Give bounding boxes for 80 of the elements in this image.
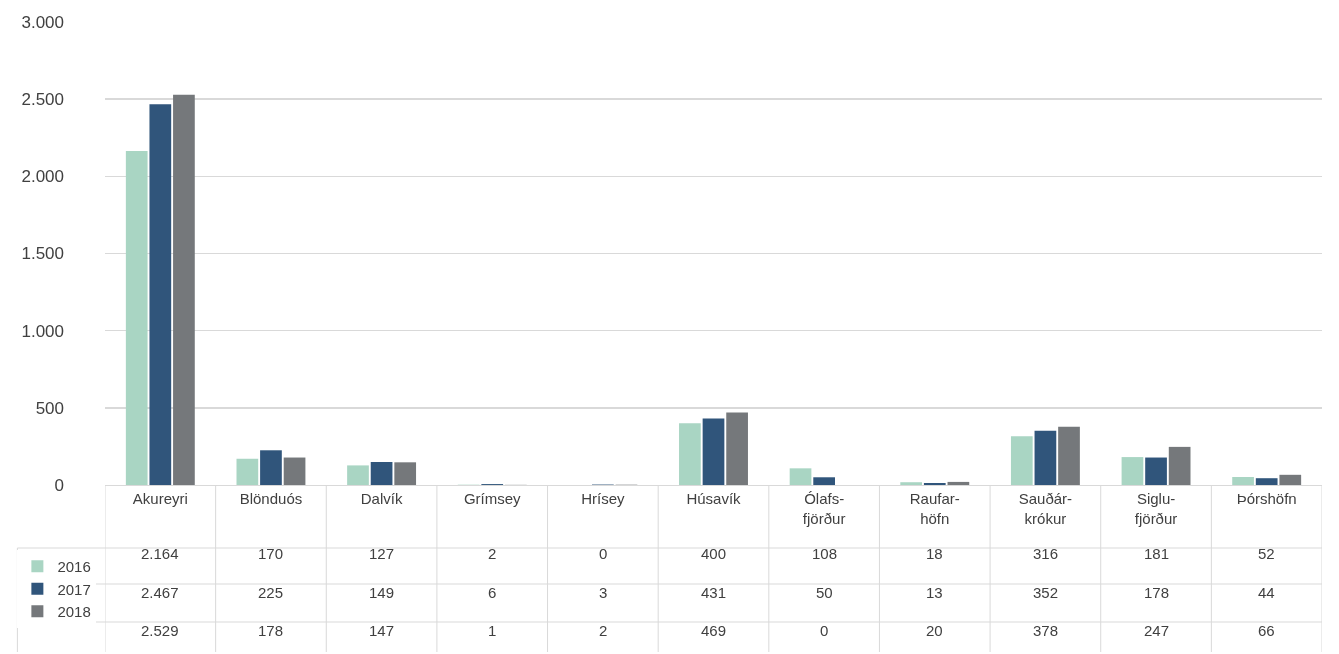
bar	[1058, 426, 1080, 485]
x-tick-label: Ólafs-fjörður	[802, 490, 846, 527]
data-label: 149	[369, 584, 395, 601]
data-label: 127	[369, 545, 395, 562]
x-tick-label: Grímsey	[463, 490, 522, 507]
data-label: 352	[1033, 584, 1059, 601]
data-label: 378	[1033, 622, 1059, 639]
data-label: 2.467	[141, 584, 179, 601]
data-label: 225	[258, 584, 284, 601]
y-tick-label: 1.000	[21, 321, 64, 341]
bar	[260, 450, 282, 485]
bar	[283, 457, 306, 485]
data-label: 6	[488, 584, 497, 601]
data-label: 181	[1144, 545, 1170, 562]
x-tick-label: Raufar-höfn	[909, 490, 960, 527]
bar	[900, 482, 923, 485]
bar	[726, 412, 748, 485]
x-tick-label: Dalvík	[360, 490, 403, 507]
legend-label: 2017	[57, 580, 91, 598]
legend-label: 2018	[57, 603, 91, 621]
data-label: 66	[1258, 622, 1275, 639]
bar	[679, 423, 701, 485]
bar	[1255, 478, 1278, 485]
bar	[347, 465, 369, 485]
bar	[125, 151, 148, 485]
data-label: 13	[926, 584, 943, 601]
data-label: 170	[258, 545, 284, 562]
data-label: 44	[1258, 584, 1275, 601]
bar	[149, 104, 172, 485]
y-tick-label: 2.000	[21, 167, 64, 187]
data-label: 1	[488, 622, 497, 639]
data-label: 178	[1144, 584, 1170, 601]
data-label: 20	[926, 622, 943, 639]
x-tick-label: Akureyri	[132, 490, 188, 507]
data-label: 52	[1258, 545, 1275, 562]
y-tick-label: 500	[35, 398, 64, 418]
y-tick-label: 1.500	[21, 244, 64, 264]
bar	[1034, 430, 1057, 485]
data-label: 2.529	[141, 622, 179, 639]
bar	[789, 468, 812, 485]
data-label: 316	[1033, 545, 1059, 562]
bar	[1121, 457, 1144, 485]
data-label: 0	[599, 545, 608, 562]
data-label: 431	[701, 584, 727, 601]
data-label: 2.164	[141, 545, 179, 562]
data-label: 18	[926, 545, 943, 562]
y-tick-label: 0	[54, 475, 64, 495]
bar	[702, 418, 725, 485]
bar	[813, 477, 835, 485]
bar	[1232, 476, 1254, 485]
y-tick-label: 3.000	[21, 12, 64, 32]
bar	[236, 458, 259, 485]
data-label: 0	[820, 622, 829, 639]
bar	[370, 462, 393, 485]
data-label: 50	[816, 584, 833, 601]
x-tick-label: Sauðár-krókur	[1018, 490, 1073, 527]
y-tick-label: 2.500	[21, 90, 64, 110]
data-label: 400	[701, 545, 727, 562]
data-label: 178	[258, 622, 284, 639]
x-tick-label: Þórshöfn	[1236, 490, 1297, 507]
data-label: 2	[599, 622, 608, 639]
bar	[1279, 474, 1302, 485]
data-label: 108	[812, 545, 838, 562]
bar	[923, 482, 946, 485]
x-tick-label: Siglu-fjörður	[1134, 490, 1178, 527]
bar	[394, 462, 417, 485]
data-label: 2	[488, 545, 497, 562]
data-label: 469	[701, 622, 727, 639]
x-tick-label: Hrísey	[581, 490, 626, 507]
bar	[947, 481, 970, 485]
bar	[1010, 436, 1033, 485]
x-tick-label: Húsavík	[686, 490, 742, 507]
bar	[1168, 446, 1191, 485]
data-label: 247	[1144, 622, 1170, 639]
x-tick-label: Blönduós	[239, 490, 303, 507]
bar	[173, 94, 195, 485]
data-label: 3	[599, 584, 608, 601]
bar	[1145, 457, 1167, 485]
legend-label: 2016	[57, 558, 91, 576]
data-label: 147	[369, 622, 395, 639]
